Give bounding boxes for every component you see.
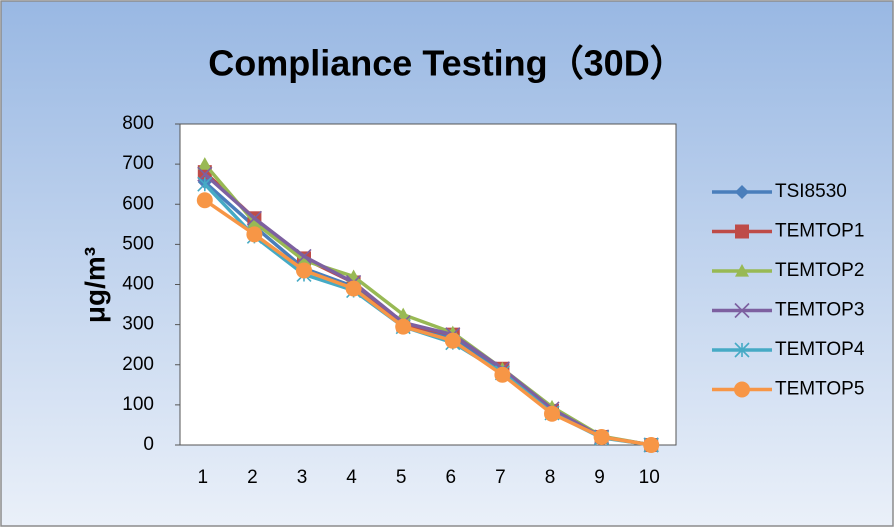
y-tick-label: 800 bbox=[122, 113, 154, 134]
marker bbox=[297, 253, 311, 267]
marker bbox=[396, 307, 411, 321]
plot-area bbox=[179, 123, 677, 446]
marker bbox=[196, 192, 213, 209]
x-tick-label: 2 bbox=[247, 467, 258, 488]
marker bbox=[494, 366, 511, 383]
x-tick-label: 8 bbox=[545, 467, 556, 488]
y-tick-label: 500 bbox=[122, 233, 154, 254]
marker bbox=[197, 157, 212, 170]
y-tick-label: 600 bbox=[122, 193, 154, 214]
series-line bbox=[203, 198, 652, 447]
legend-marker bbox=[734, 342, 750, 358]
y-tick-label: 700 bbox=[122, 153, 154, 174]
marker bbox=[345, 280, 362, 297]
marker bbox=[544, 405, 560, 422]
series-line bbox=[203, 172, 652, 447]
legend-marker bbox=[735, 185, 749, 199]
legend-label: TEMTOP4 bbox=[775, 339, 865, 360]
marker bbox=[643, 437, 660, 453]
legend-marker bbox=[734, 302, 750, 319]
marker bbox=[296, 248, 312, 264]
legend-marker bbox=[735, 224, 749, 239]
x-tick-label: 3 bbox=[297, 467, 308, 488]
legend-label: TEMTOP1 bbox=[775, 221, 864, 242]
legend-label: TSI8530 bbox=[775, 181, 847, 202]
x-tick-label: 7 bbox=[495, 467, 506, 488]
marker bbox=[296, 262, 312, 279]
marker bbox=[247, 215, 262, 228]
legend-marker bbox=[734, 381, 750, 398]
marker bbox=[197, 176, 213, 192]
x-tick-label: 10 bbox=[639, 467, 660, 488]
x-tick-label: 4 bbox=[346, 467, 357, 488]
marker bbox=[395, 318, 412, 335]
y-tick-label: 400 bbox=[122, 274, 154, 295]
marker bbox=[246, 226, 263, 243]
x-tick-label: 9 bbox=[594, 467, 605, 488]
chart-title: Compliance Testing（30D） bbox=[208, 43, 685, 84]
x-tick-label: 5 bbox=[396, 467, 407, 488]
y-tick-label: 300 bbox=[122, 314, 154, 335]
marker bbox=[444, 332, 461, 349]
legend-label: TEMTOP5 bbox=[775, 379, 864, 400]
marker bbox=[593, 428, 610, 445]
y-tick-label: 100 bbox=[122, 394, 154, 415]
x-tick-label: 6 bbox=[446, 467, 457, 488]
legend-label: TEMTOP3 bbox=[775, 300, 864, 321]
x-tick-label: 1 bbox=[198, 467, 209, 488]
y-tick-label: 0 bbox=[143, 434, 154, 455]
legend-label: TEMTOP2 bbox=[775, 260, 864, 281]
y-axis-label: μg/m³ bbox=[79, 247, 110, 323]
y-tick-label: 200 bbox=[122, 354, 154, 375]
marker bbox=[246, 210, 262, 226]
legend-marker bbox=[735, 264, 749, 277]
